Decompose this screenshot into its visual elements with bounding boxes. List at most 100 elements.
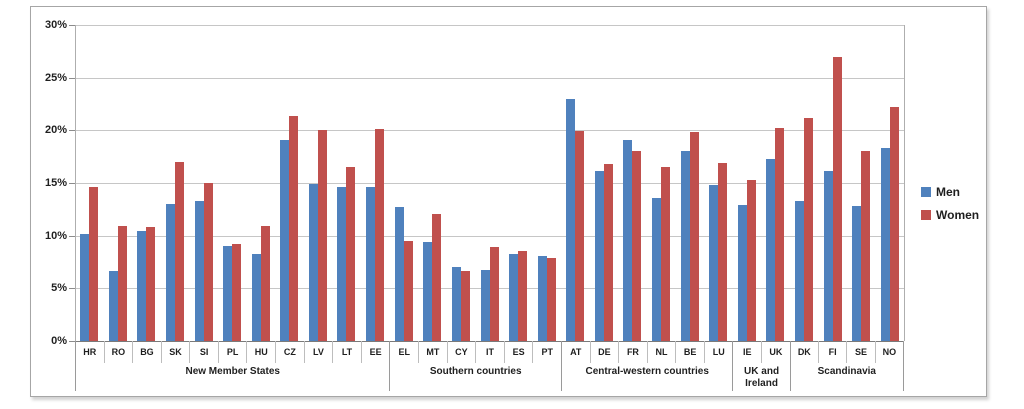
bar-women-EE bbox=[375, 129, 385, 341]
bar-women-HU bbox=[260, 226, 270, 341]
bar-men-RO bbox=[108, 271, 118, 341]
bar-men-LT bbox=[337, 187, 347, 341]
plot-area: HR RO BG SK SI PL HU CZ LV LT EE New Member States E… bbox=[75, 25, 904, 391]
bar-men-MT bbox=[423, 242, 433, 341]
bar-women-ES bbox=[518, 251, 528, 341]
category-SI bbox=[189, 25, 218, 341]
bar-men-EE bbox=[366, 187, 376, 341]
country-code-row: DK FI SE NO bbox=[791, 341, 903, 363]
y-tick bbox=[69, 183, 75, 184]
bar-men-PT bbox=[537, 255, 547, 341]
category-PL bbox=[218, 25, 247, 341]
category-AT bbox=[561, 25, 590, 341]
y-tick-label: 20% bbox=[44, 124, 67, 136]
gridline-20% bbox=[75, 130, 904, 131]
country-code-label: PT bbox=[532, 341, 561, 363]
group-name-label: New Member States bbox=[185, 366, 280, 377]
group-labels: IE UK UK and Ireland bbox=[732, 341, 789, 391]
y-tick-label: 30% bbox=[44, 19, 67, 31]
bar-women-LT bbox=[346, 167, 356, 341]
group-bars bbox=[790, 25, 904, 341]
bar-men-UK bbox=[766, 158, 776, 341]
category-DK bbox=[790, 25, 819, 341]
category-IT bbox=[475, 25, 504, 341]
country-code-label: BE bbox=[675, 341, 704, 363]
bar-women-RO bbox=[117, 226, 127, 341]
bar-men-DK bbox=[794, 200, 804, 341]
category-MT bbox=[418, 25, 447, 341]
category-NL bbox=[647, 25, 676, 341]
country-code-label: NL bbox=[646, 341, 676, 363]
category-HR bbox=[75, 25, 104, 341]
country-code-label: LV bbox=[303, 341, 333, 363]
y-tick-label: 15% bbox=[44, 177, 67, 189]
bar-women-BE bbox=[689, 132, 699, 341]
country-code-label: NO bbox=[874, 341, 903, 363]
country-code-label: UK bbox=[761, 341, 790, 363]
group-labels: HR RO BG SK SI PL HU CZ LV LT EE New Member States bbox=[75, 341, 389, 391]
country-code-label: ES bbox=[503, 341, 533, 363]
bar-women-NL bbox=[661, 167, 671, 341]
category-DE bbox=[590, 25, 619, 341]
y-tick-label: 0% bbox=[51, 335, 67, 347]
legend-item-men: Men bbox=[921, 185, 979, 199]
legend-swatch-women bbox=[921, 210, 931, 220]
category-UK bbox=[761, 25, 790, 341]
country-code-label: HU bbox=[246, 341, 275, 363]
bar-men-IE bbox=[737, 205, 747, 341]
legend-label-men: Men bbox=[936, 185, 960, 199]
gridline-15% bbox=[75, 183, 904, 184]
category-EL bbox=[389, 25, 418, 341]
bar-men-HR bbox=[80, 233, 90, 341]
country-group: IE UK UK and Ireland bbox=[732, 25, 789, 391]
country-code-row: IE UK bbox=[733, 341, 789, 363]
bar-women-CZ bbox=[289, 115, 299, 341]
country-code-label: AT bbox=[570, 347, 582, 357]
bar-men-CZ bbox=[280, 139, 290, 341]
country-code-label: EL bbox=[398, 347, 410, 357]
bar-men-FI bbox=[823, 171, 833, 341]
country-code-label: LT bbox=[332, 341, 361, 363]
country-code-label: CZ bbox=[275, 341, 304, 363]
country-code-row: AT DE FR NL BE LU bbox=[562, 341, 733, 363]
y-tick-label: 25% bbox=[44, 72, 67, 84]
gridline-25% bbox=[75, 78, 904, 79]
bar-men-SE bbox=[852, 206, 862, 341]
bar-women-DK bbox=[803, 117, 813, 341]
bar-women-PL bbox=[232, 244, 242, 341]
bar-women-EL bbox=[403, 240, 413, 341]
country-code-label: BG bbox=[132, 341, 161, 363]
bar-women-SE bbox=[861, 151, 871, 341]
gridline-30% bbox=[75, 25, 904, 26]
group-bars bbox=[561, 25, 733, 341]
bar-men-NO bbox=[880, 148, 890, 341]
country-code-label: PL bbox=[217, 341, 247, 363]
country-code-label: SE bbox=[846, 341, 874, 363]
y-tick-label: 5% bbox=[51, 282, 67, 294]
category-LV bbox=[304, 25, 333, 341]
category-CZ bbox=[275, 25, 304, 341]
category-CY bbox=[447, 25, 476, 341]
bar-men-SI bbox=[194, 200, 204, 341]
country-code-label: IT bbox=[475, 341, 504, 363]
country-code-label: EE bbox=[360, 341, 390, 363]
country-code-row: HR RO BG SK SI PL HU CZ LV LT EE bbox=[76, 341, 389, 363]
category-LU bbox=[704, 25, 733, 341]
country-code-label: DK bbox=[797, 347, 811, 357]
y-tick bbox=[69, 341, 75, 342]
group-bars bbox=[75, 25, 389, 341]
country-code-label: DE bbox=[589, 341, 619, 363]
bar-women-CY bbox=[460, 271, 470, 341]
y-tick bbox=[69, 25, 75, 26]
country-code-label: HR bbox=[83, 347, 97, 357]
group-name-label: Central-western countries bbox=[585, 366, 709, 377]
legend-swatch-men bbox=[921, 187, 931, 197]
y-tick bbox=[69, 236, 75, 237]
bar-men-SK bbox=[166, 204, 176, 341]
country-code-row: EL MT CY IT ES PT bbox=[390, 341, 561, 363]
legend-label-women: Women bbox=[936, 208, 980, 222]
bar-women-HR bbox=[89, 187, 99, 341]
bar-men-ES bbox=[509, 253, 519, 341]
bar-men-NL bbox=[652, 197, 662, 341]
group-name-label: Scandinavia bbox=[817, 366, 876, 377]
